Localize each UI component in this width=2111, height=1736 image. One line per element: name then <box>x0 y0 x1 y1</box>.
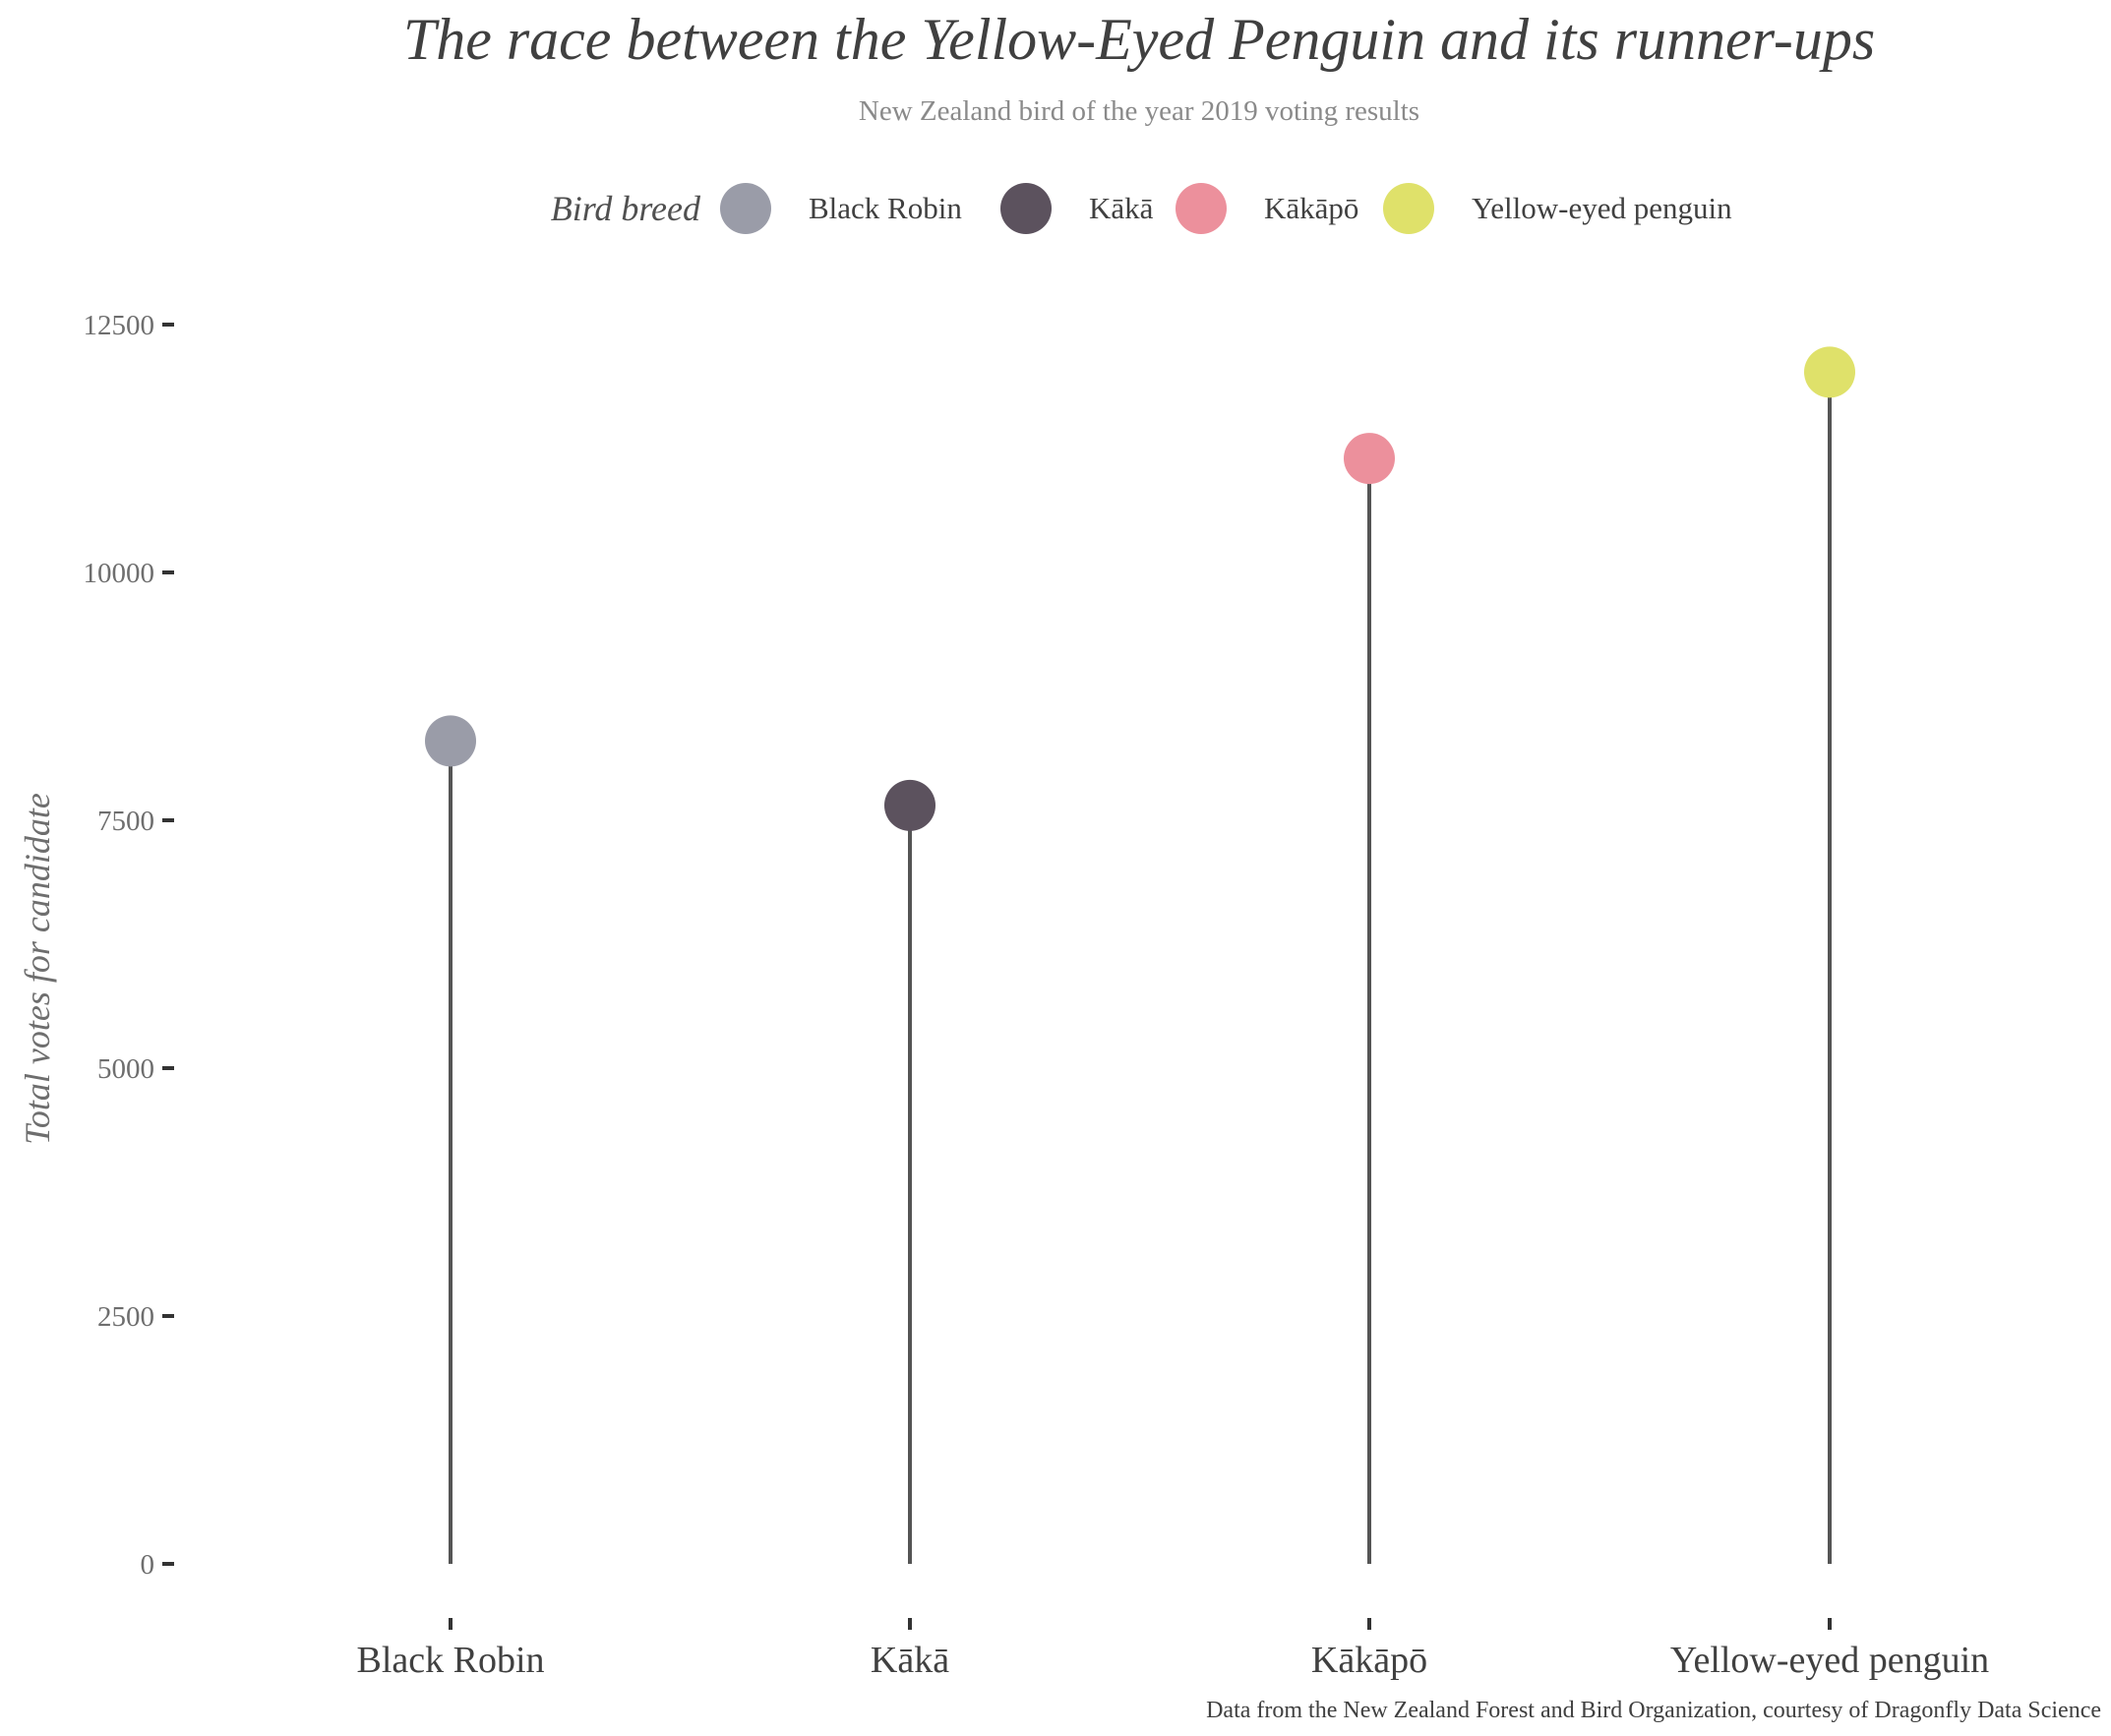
legend-label: Black Robin <box>809 191 962 225</box>
legend-swatch <box>720 183 771 234</box>
x-tick-label: Kākāpō <box>1311 1640 1427 1681</box>
legend-swatch <box>1176 183 1227 234</box>
x-tick-label: Black Robin <box>356 1640 544 1681</box>
legend-label: Kākā <box>1089 191 1154 225</box>
lollipop-point <box>1344 433 1395 485</box>
x-axis: Black Robin Kākā Kākāpō Yellow-eyed penguin <box>356 1618 1989 1681</box>
legend: Bird breed Black Robin Kākā Kākāpō Yellow-e… <box>551 183 1732 234</box>
legend-swatch <box>1000 183 1052 234</box>
legend-title: Bird breed <box>551 189 701 228</box>
chart-caption: Data from the New Zealand Forest and Bir… <box>1206 1698 2101 1723</box>
x-tick-label: Kākā <box>871 1640 949 1681</box>
lollipop-point <box>425 715 476 767</box>
y-tick-label: 2500 <box>97 1301 154 1333</box>
legend-label: Yellow-eyed penguin <box>1472 191 1732 225</box>
x-tick-label: Yellow-eyed penguin <box>1670 1640 1989 1681</box>
plot-marks <box>425 346 1855 1564</box>
y-tick-label: 0 <box>141 1549 155 1581</box>
legend-swatch <box>1383 183 1434 234</box>
y-tick-label: 12500 <box>84 310 155 341</box>
y-axis-label: Total votes for candidate <box>18 793 57 1145</box>
lollipop-point <box>884 779 935 831</box>
lollipop-point <box>1804 346 1855 398</box>
y-tick-label: 7500 <box>97 806 154 837</box>
y-axis: 0 2500 5000 7500 10000 12500 <box>84 310 174 1581</box>
y-tick-label: 5000 <box>97 1053 154 1085</box>
y-tick-label: 10000 <box>84 558 155 589</box>
chart-title: The race between the Yellow-Eyed Penguin… <box>403 7 1875 72</box>
chart-subtitle: New Zealand bird of the year 2019 voting… <box>859 95 1419 127</box>
legend-label: Kākāpō <box>1264 191 1358 225</box>
